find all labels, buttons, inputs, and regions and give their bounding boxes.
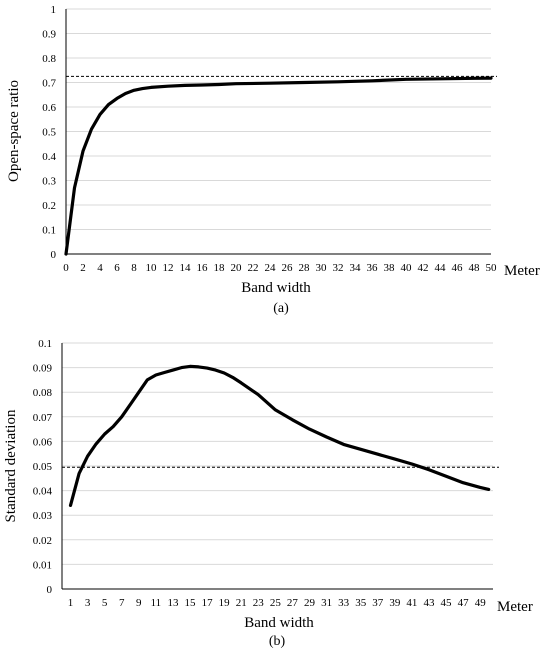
chart-a-x-tick-label: 20: [231, 262, 243, 274]
chart-a-x-tick-label: 48: [469, 262, 481, 274]
chart-a-x-tick-label: 6: [114, 262, 120, 274]
chart-b-x-tick-label: 13: [167, 597, 179, 609]
chart-a-y-tick-label: 0.2: [42, 200, 56, 212]
chart-b-x-ticks: 1 3 5 7 9 11 13 15 17 19 21 23 25 27 29 31 33 35 37 39 41 43 4…: [68, 597, 486, 609]
chart-a-series: [64, 76, 493, 256]
chart-b-y-tick-label: 0.08: [33, 387, 53, 399]
chart-b-y-tick-label: 0.02: [33, 535, 52, 547]
chart-b-series: [68, 364, 491, 507]
chart-a-xlabel: Band width: [241, 280, 311, 296]
chart-b-y-tick-label: 0: [47, 584, 53, 596]
chart-b-ylabel: Standard deviation: [3, 409, 19, 522]
chart-a-x-tick-label: 24: [265, 262, 277, 274]
chart-b-x-tick-label: 49: [475, 597, 487, 609]
chart-a-x-tick-label: 22: [248, 262, 259, 274]
chart-b-x-tick-label: 27: [287, 597, 299, 609]
chart-a-x-unit: Meter: [504, 263, 540, 279]
chart-b-x-tick-label: 23: [253, 597, 265, 609]
chart-a-x-tick-label: 18: [214, 262, 226, 274]
chart-b-y-ticks: 0 0.01 0.02 0.03 0.04 0.05 0.06 0.07 0.08 0.09 0.1: [33, 338, 53, 596]
chart-a-y-tick-label: 1: [51, 4, 57, 16]
chart-a-x-tick-label: 40: [401, 262, 413, 274]
chart-a-series-line: [64, 76, 493, 256]
chart-b-x-tick-label: 35: [355, 597, 367, 609]
chart-b-x-tick-label: 15: [185, 597, 197, 609]
chart-a-x-tick-label: 16: [197, 262, 209, 274]
chart-b-x-tick-label: 9: [136, 597, 142, 609]
chart-a-x-tick-label: 32: [333, 262, 344, 274]
chart-a-y-tick-label: 0.8: [42, 53, 56, 65]
chart-b-xlabel: Band width: [244, 615, 314, 631]
chart-a-ylabel: Open-space ratio: [6, 80, 22, 182]
chart-a-y-tick-label: 0.1: [42, 225, 56, 237]
chart-b-x-tick-label: 19: [219, 597, 231, 609]
chart-b-x-tick-label: 25: [270, 597, 282, 609]
chart-b-x-tick-label: 5: [102, 597, 108, 609]
chart-a-x-tick-label: 38: [384, 262, 396, 274]
chart-b-y-tick-label: 0.09: [33, 363, 53, 375]
chart-a-caption: (a): [273, 301, 289, 316]
chart-b: 0 0.01 0.02 0.03 0.04 0.05 0.06 0.07 0.08 0.09 0.1…: [3, 338, 533, 649]
chart-a-x-tick-label: 44: [435, 262, 447, 274]
chart-a-x-tick-label: 14: [180, 262, 192, 274]
chart-b-x-unit: Meter: [497, 599, 533, 615]
chart-a-x-tick-label: 34: [350, 262, 362, 274]
chart-a-y-tick-label: 0.5: [42, 127, 56, 139]
chart-a-x-tick-label: 12: [163, 262, 174, 274]
chart-a-x-tick-label: 30: [316, 262, 328, 274]
chart-b-x-tick-label: 3: [85, 597, 91, 609]
chart-b-x-tick-label: 43: [423, 597, 435, 609]
chart-b-x-tick-label: 37: [372, 597, 384, 609]
chart-a-axes: [65, 9, 491, 255]
chart-a-x-ticks: 0 2 4 6 8 10 12 14 16 18 20 22 24 26 28 30 32 34 36 38 40 42 4…: [63, 262, 497, 274]
chart-a-x-tick-label: 46: [452, 262, 464, 274]
chart-a-y-tick-label: 0.6: [42, 102, 56, 114]
chart-b-y-tick-label: 0.04: [33, 486, 53, 498]
chart-a-x-tick-label: 42: [418, 262, 429, 274]
chart-b-x-tick-label: 47: [458, 597, 470, 609]
chart-b-x-tick-label: 33: [338, 597, 350, 609]
chart-b-y-tick-label: 0.07: [33, 412, 53, 424]
chart-b-x-tick-label: 1: [68, 597, 74, 609]
chart-a-y-tick-label: 0: [51, 249, 57, 261]
chart-a-x-tick-label: 36: [367, 262, 379, 274]
chart-b-y-tick-label: 0.01: [33, 559, 52, 571]
chart-b-y-tick-label: 0.03: [33, 510, 53, 522]
chart-b-x-tick-label: 7: [119, 597, 125, 609]
chart-a-y-tick-label: 0.9: [42, 29, 56, 41]
chart-b-x-tick-label: 21: [236, 597, 247, 609]
chart-a: 00.10.20.30.40.50.60.70.80.91 0 2 4 6 8 10 12 1…: [6, 4, 540, 316]
chart-b-y-tick-label: 0.06: [33, 436, 53, 448]
chart-b-x-tick-label: 45: [441, 597, 453, 609]
chart-b-x-tick-label: 39: [389, 597, 401, 609]
chart-a-x-tick-label: 26: [282, 262, 294, 274]
chart-a-x-tick-label: 8: [131, 262, 137, 274]
chart-a-y-tick-label: 0.7: [42, 78, 56, 90]
chart-b-x-tick-label: 17: [202, 597, 214, 609]
chart-b-x-tick-label: 41: [406, 597, 417, 609]
chart-a-y-ticks: 0 0.1 0.2 0.3 0.4 0.5 0.6 0.7 0.8 0.9 1: [42, 4, 56, 261]
chart-b-caption: (b): [269, 634, 286, 649]
chart-a-x-tick-label: 50: [486, 262, 498, 274]
chart-b-y-tick-label: 0.1: [38, 338, 52, 350]
chart-b-x-tick-label: 31: [321, 597, 332, 609]
chart-b-x-tick-label: 29: [304, 597, 316, 609]
chart-a-x-tick-label: 4: [97, 262, 103, 274]
chart-b-series-line: [68, 364, 491, 507]
chart-a-x-tick-label: 28: [299, 262, 311, 274]
chart-b-y-tick-label: 0.05: [33, 461, 53, 473]
chart-b-grid: [62, 342, 493, 565]
chart-b-axes: [61, 343, 493, 590]
chart-a-y-tick-label: 0.4: [42, 151, 56, 163]
chart-a-x-tick-label: 2: [80, 262, 86, 274]
chart-a-grid: [66, 8, 491, 230]
chart-b-x-tick-label: 11: [151, 597, 162, 609]
chart-a-x-tick-label: 0: [63, 262, 69, 274]
chart-a-y-tick-label: 0.3: [42, 176, 56, 188]
chart-a-x-tick-label: 10: [146, 262, 158, 274]
